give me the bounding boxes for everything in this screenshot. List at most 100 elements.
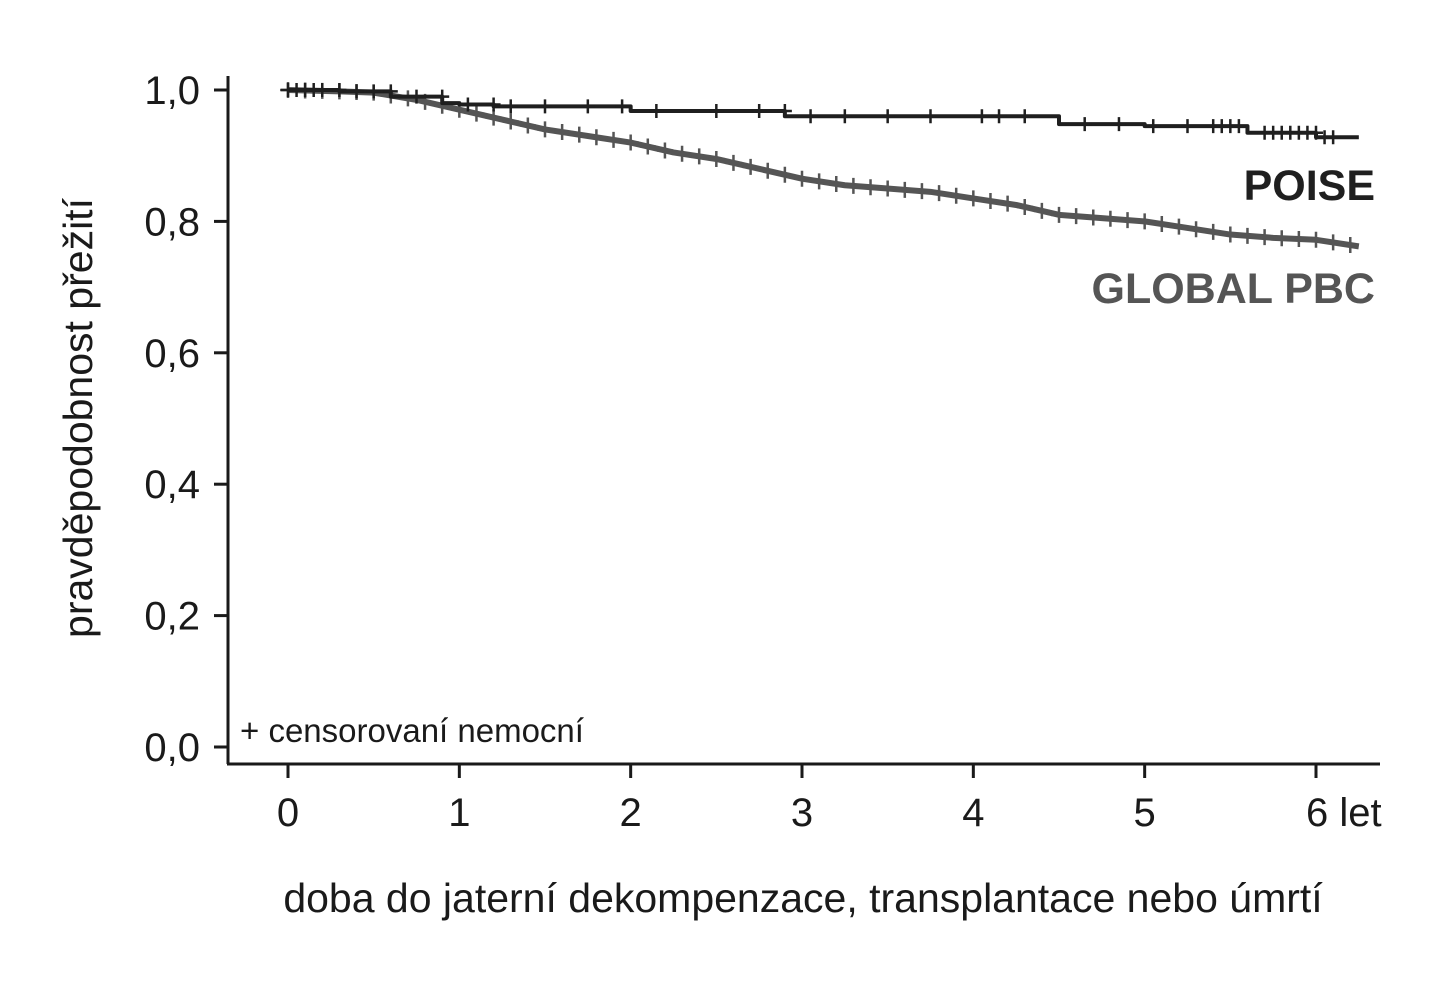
censor-mark xyxy=(1136,213,1153,230)
censor-mark xyxy=(588,129,605,146)
censor-mark xyxy=(656,142,673,159)
censor-mark xyxy=(1033,202,1050,219)
censor-mark xyxy=(811,173,828,190)
x-tick-label: 1 xyxy=(448,791,470,835)
censor-mark xyxy=(1180,119,1195,134)
x-tick-label: 4 xyxy=(962,791,984,835)
y-ticks: 0,0 0,2 0,4 0,6 0,8 1,0 xyxy=(144,69,228,770)
censor-mark xyxy=(1188,221,1205,238)
censor-mark xyxy=(1146,119,1161,134)
censor-mark xyxy=(931,185,948,202)
censor-mark xyxy=(1085,209,1102,226)
censor-mark xyxy=(999,195,1016,212)
censor-mark xyxy=(992,109,1007,124)
censor-mark xyxy=(639,138,656,155)
censor-mark xyxy=(862,179,879,196)
censor-mark xyxy=(1290,231,1307,248)
x-ticks: 0 1 2 3 4 5 6 let xyxy=(277,764,1382,835)
y-tick-label: 0,4 xyxy=(144,463,200,507)
censor-mark xyxy=(777,104,792,119)
censor-mark xyxy=(752,104,767,119)
censor-mark xyxy=(674,145,691,162)
censor-mark xyxy=(794,170,810,187)
censor-mark xyxy=(828,175,845,192)
censor-mark xyxy=(913,183,930,200)
censor-mark xyxy=(1326,130,1341,145)
series-poise xyxy=(281,83,1359,145)
censor-mark xyxy=(759,162,776,179)
censor-mark xyxy=(649,104,664,119)
censor-mark xyxy=(1051,206,1067,223)
censor-mark xyxy=(1102,210,1119,227)
censor-mark xyxy=(485,109,502,126)
censor-mark xyxy=(1308,231,1324,248)
censor-mark xyxy=(366,84,381,99)
censor-mark xyxy=(1222,226,1239,243)
censor-mark xyxy=(538,99,552,114)
censor-mark xyxy=(1017,109,1032,124)
series-line xyxy=(287,87,1360,250)
censor-mark xyxy=(879,180,896,197)
censor-mark xyxy=(948,187,965,204)
censor-mark xyxy=(1325,234,1342,251)
censor-mark xyxy=(1256,229,1273,246)
censor-mark xyxy=(1205,223,1222,240)
censor-mark xyxy=(554,124,571,141)
censor-mark xyxy=(460,97,475,112)
censor-mark xyxy=(1111,117,1126,132)
censor-mark xyxy=(519,117,536,134)
censor-mark xyxy=(896,181,913,198)
y-tick-label: 0,8 xyxy=(144,200,200,244)
censor-mark xyxy=(1239,227,1256,244)
censor-mark xyxy=(537,121,553,138)
censor-mark xyxy=(709,104,724,119)
censor-mark xyxy=(1342,237,1359,254)
y-tick-label: 0,6 xyxy=(144,332,200,376)
censor-mark xyxy=(1119,212,1136,229)
censor-mark xyxy=(615,99,630,114)
series-layer xyxy=(280,82,1360,254)
censor-mark xyxy=(486,97,501,112)
censor-mark xyxy=(708,150,725,167)
censor-mark xyxy=(409,89,424,104)
censor-mark xyxy=(502,113,519,130)
censor-mark xyxy=(923,109,938,124)
censor-mark xyxy=(1077,117,1092,132)
censor-mark xyxy=(315,83,330,97)
y-tick-label: 1,0 xyxy=(144,69,200,113)
x-tick-label: 5 xyxy=(1134,791,1156,835)
censor-mark xyxy=(1016,198,1033,215)
y-tick-label: 0,2 xyxy=(144,595,200,639)
censor-mark xyxy=(468,105,485,122)
censor-mark xyxy=(580,99,595,114)
x-axis-title: doba do jaterní dekompenzace, transplant… xyxy=(283,875,1323,921)
censor-mark xyxy=(622,134,639,151)
censor-mark xyxy=(349,84,364,99)
censor-mark xyxy=(837,109,852,124)
y-axis-title: pravděpodobnost přežití xyxy=(55,197,101,638)
censor-mark xyxy=(776,166,793,183)
censor-mark xyxy=(1153,216,1170,233)
censor-mark xyxy=(503,99,518,114)
censor-mark xyxy=(880,109,895,124)
series-global-pbc xyxy=(280,82,1360,254)
x-tick-label: 0 xyxy=(277,791,299,835)
censor-mark xyxy=(965,190,982,207)
censor-mark xyxy=(691,148,708,165)
x-tick-label: 3 xyxy=(791,791,813,835)
censor-mark xyxy=(1231,119,1246,134)
censor-mark xyxy=(1273,230,1290,247)
censor-mark xyxy=(982,193,999,210)
censor-mark xyxy=(742,158,759,175)
censor-mark xyxy=(571,126,588,143)
x-tick-label: 2 xyxy=(620,791,642,835)
censor-mark xyxy=(1170,218,1187,235)
censor-mark xyxy=(803,109,818,124)
censor-mark xyxy=(974,109,989,124)
x-tick-label: 6 let xyxy=(1306,791,1382,835)
censor-mark xyxy=(383,84,398,99)
censor-mark xyxy=(845,177,862,194)
y-tick-label: 0,0 xyxy=(144,726,200,770)
censor-mark xyxy=(1309,125,1323,140)
